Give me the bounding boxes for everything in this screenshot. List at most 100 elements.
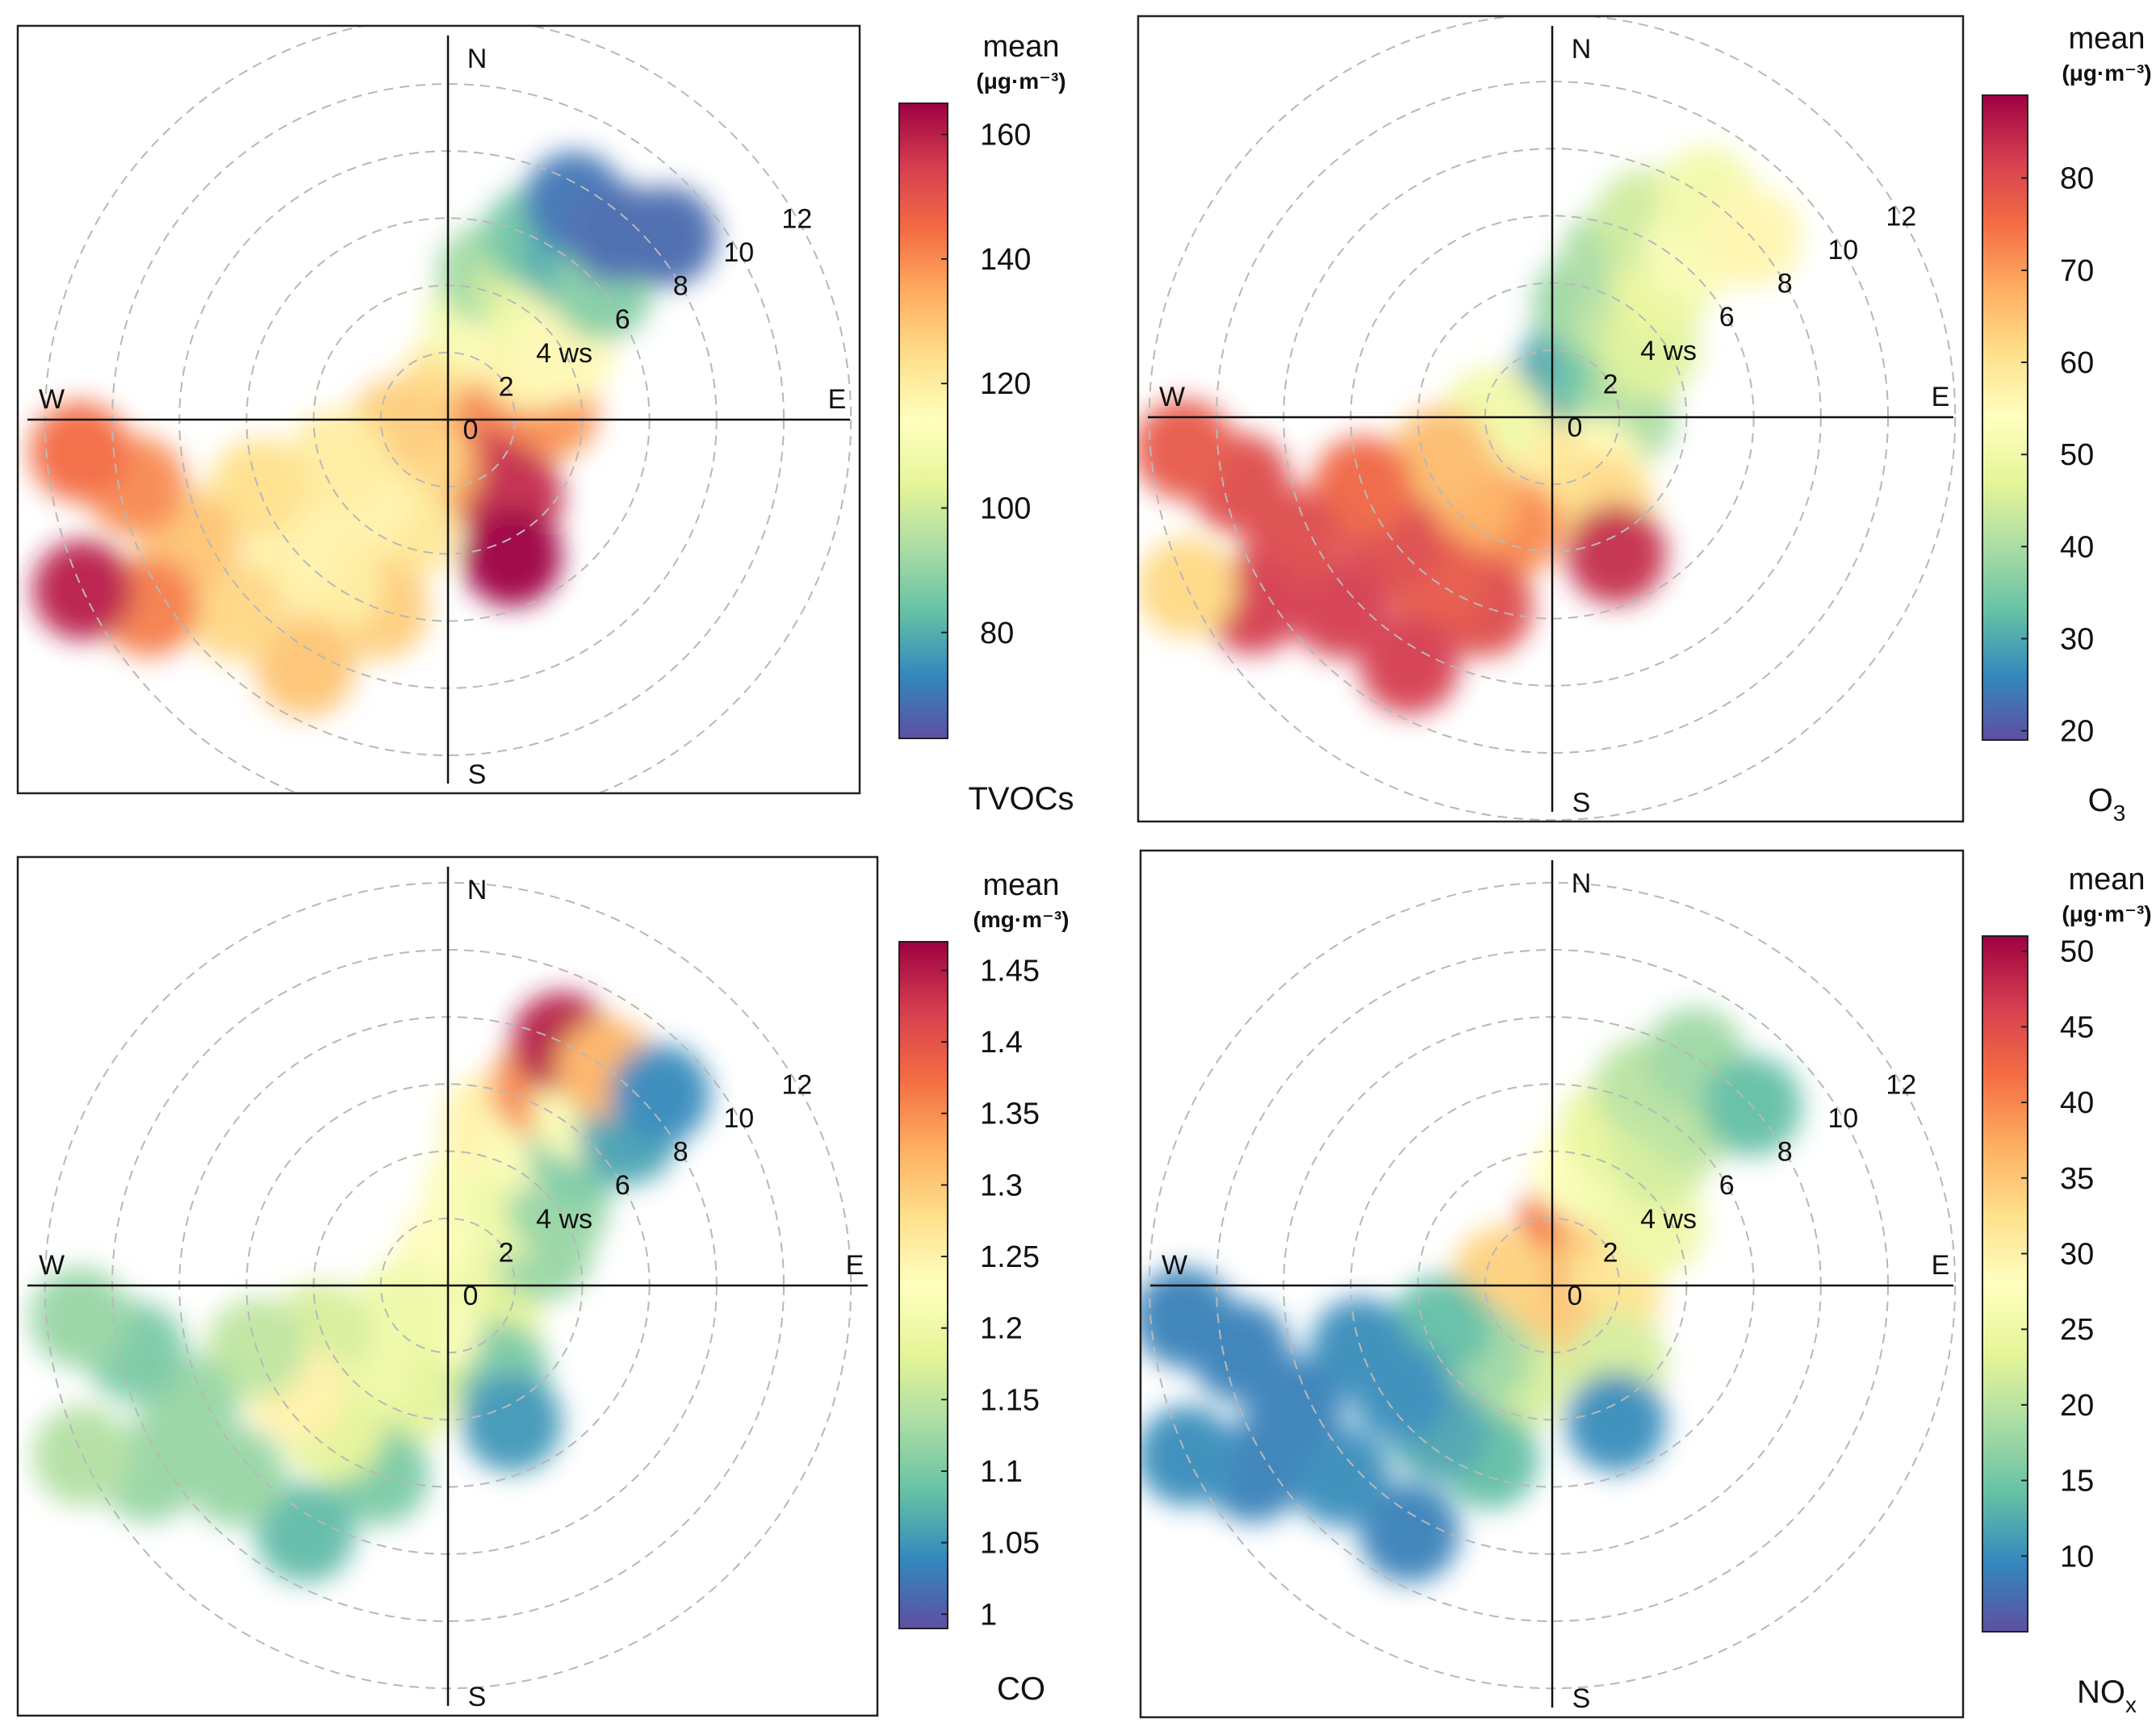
heat-cell bbox=[609, 1044, 710, 1145]
ring-label: 4 ws bbox=[1640, 336, 1697, 366]
ring-label: 12 bbox=[1886, 201, 1916, 232]
colorbar-tick-label: 1.35 bbox=[980, 1097, 1040, 1131]
compass-north-label: N bbox=[1572, 34, 1592, 65]
colorbar-tick-label: 30 bbox=[2060, 1238, 2094, 1272]
legend-title: mean bbox=[982, 868, 1059, 902]
colorbar-tick-label: 40 bbox=[2060, 530, 2094, 564]
ring-label: 6 bbox=[615, 1170, 630, 1201]
legend-unit: (μg·m⁻³) bbox=[2062, 901, 2151, 926]
compass-north-label: N bbox=[467, 875, 488, 905]
heat-cell bbox=[1141, 1267, 1235, 1368]
heat-cell bbox=[30, 1267, 131, 1368]
colorbar bbox=[1982, 935, 2028, 1633]
ring-label: 0 bbox=[463, 1281, 479, 1311]
ring-label: 4 ws bbox=[536, 1204, 592, 1235]
compass-west-label: W bbox=[39, 1250, 65, 1281]
pollutant-subscript: x bbox=[2125, 1692, 2137, 1717]
legend-unit: (μg·m⁻³) bbox=[976, 69, 1065, 94]
heat-cell bbox=[186, 560, 287, 661]
colorbar-tick-label: 100 bbox=[980, 492, 1031, 526]
ring-label: 2 bbox=[1603, 1237, 1618, 1268]
compass-south-label: S bbox=[1572, 788, 1591, 818]
compass-south-label: S bbox=[1572, 1683, 1591, 1714]
legend-unit: (mg·m⁻³) bbox=[973, 907, 1070, 932]
ring-label: 6 bbox=[1719, 1170, 1735, 1201]
colorbar-tick-label: 20 bbox=[2060, 1389, 2094, 1423]
pollutant-name: TVOCs bbox=[968, 781, 1074, 817]
ring-label: 0 bbox=[1568, 412, 1583, 443]
colorbar-tick-label: 25 bbox=[2060, 1313, 2094, 1347]
colorbar-tick-label: 50 bbox=[2060, 438, 2094, 472]
ring-label: 10 bbox=[1827, 235, 1858, 265]
ring-label: 2 bbox=[499, 1237, 514, 1268]
ring-label: 12 bbox=[781, 203, 812, 234]
colorbar-tick-label: 1.1 bbox=[980, 1455, 1023, 1489]
colorbar-tick-label: 1.4 bbox=[980, 1026, 1023, 1060]
colorbar-tick-label: 20 bbox=[2060, 715, 2094, 749]
colorbar-tick-label: 50 bbox=[2060, 935, 2094, 969]
polar-heat-surface bbox=[1141, 1007, 1802, 1583]
legend-title: mean bbox=[982, 30, 1059, 64]
panel-frame bbox=[16, 855, 879, 1717]
heat-cell bbox=[1290, 558, 1391, 658]
compass-west-label: W bbox=[1162, 1250, 1187, 1281]
colorbar-tick-label: 70 bbox=[2060, 254, 2094, 288]
heat-cell bbox=[1359, 1482, 1460, 1583]
heat-cell bbox=[30, 401, 131, 502]
colorbar-tick-label: 35 bbox=[2060, 1162, 2094, 1196]
ring-label: 10 bbox=[723, 1103, 754, 1134]
heat-cell bbox=[1141, 1405, 1237, 1507]
compass-south-label: S bbox=[468, 1682, 487, 1712]
polar-heat-surface bbox=[30, 151, 718, 717]
heat-cell bbox=[255, 1482, 356, 1583]
polar-panel-3: N S E W 02 4 ws 6 8 10 12 1 1.05 1.1 1.15 1.2 1.25 1.3 1.… bbox=[16, 855, 1070, 1717]
colorbar-tick-label: 45 bbox=[2060, 1010, 2094, 1044]
ring-label: 6 bbox=[615, 304, 630, 335]
heat-cell bbox=[208, 438, 309, 539]
colorbar-tick-label: 140 bbox=[980, 243, 1031, 277]
ring-label: 0 bbox=[463, 415, 479, 445]
heat-cell bbox=[287, 409, 388, 510]
colorbar-tick-label: 120 bbox=[980, 367, 1031, 401]
colorbar-tick-label: 80 bbox=[2060, 162, 2094, 196]
colorbar-tick-label: 1.45 bbox=[980, 955, 1040, 989]
heat-cell bbox=[1138, 399, 1235, 500]
polar-panel-2: N S E W 02 4 ws 6 8 10 12 20 30 40 50 60 70 80 mean (μg·m⁻… bbox=[1137, 15, 2152, 826]
pollutant-label: O3 bbox=[2088, 783, 2126, 826]
panel-frame bbox=[1139, 849, 1965, 1719]
ring-label: 2 bbox=[499, 371, 514, 402]
colorbar-tick-label: 80 bbox=[980, 617, 1014, 650]
colorbar-tick-label: 1.15 bbox=[980, 1383, 1040, 1417]
heat-cell bbox=[462, 1372, 563, 1473]
heat-cell bbox=[616, 186, 718, 286]
colorbar-tick-label: 1.2 bbox=[980, 1312, 1023, 1346]
polar-heat-surface bbox=[30, 992, 710, 1583]
heat-cell bbox=[1566, 504, 1667, 604]
heat-cell bbox=[1566, 1372, 1667, 1473]
colorbar-tick-label: 10 bbox=[2060, 1540, 2094, 1574]
legend-unit: (μg·m⁻³) bbox=[2062, 61, 2151, 86]
heat-cell bbox=[1290, 1426, 1391, 1527]
colorbar-tick-label: 1 bbox=[980, 1598, 997, 1632]
colorbar-tick-label: 1.25 bbox=[980, 1240, 1040, 1274]
compass-west-label: W bbox=[39, 384, 65, 415]
compass-south-label: S bbox=[468, 759, 487, 790]
ring-label: 8 bbox=[673, 1137, 689, 1168]
colorbar-tick-label: 60 bbox=[2060, 346, 2094, 380]
heat-cell bbox=[186, 1426, 287, 1527]
ring-label: 4 ws bbox=[536, 338, 592, 369]
colorbar bbox=[898, 941, 948, 1629]
ring-label: 8 bbox=[1777, 1137, 1793, 1168]
compass-north-label: N bbox=[467, 44, 488, 74]
colorbar bbox=[898, 102, 948, 739]
ring-label: 2 bbox=[1603, 369, 1618, 399]
colorbar-tick-label: 160 bbox=[980, 119, 1031, 153]
colorbar-tick-label: 40 bbox=[2060, 1086, 2094, 1120]
ring-label: 12 bbox=[1886, 1069, 1916, 1100]
polar-panel-1: N S E W 02 4 ws 6 8 10 12 80 100 120 140 160 mean (μg·m⁻… bbox=[16, 24, 1074, 817]
pollutant-name: O bbox=[2088, 783, 2113, 818]
pollutant-label: NOx bbox=[2077, 1674, 2137, 1717]
heat-cell bbox=[255, 617, 356, 717]
heat-cell bbox=[462, 506, 563, 607]
